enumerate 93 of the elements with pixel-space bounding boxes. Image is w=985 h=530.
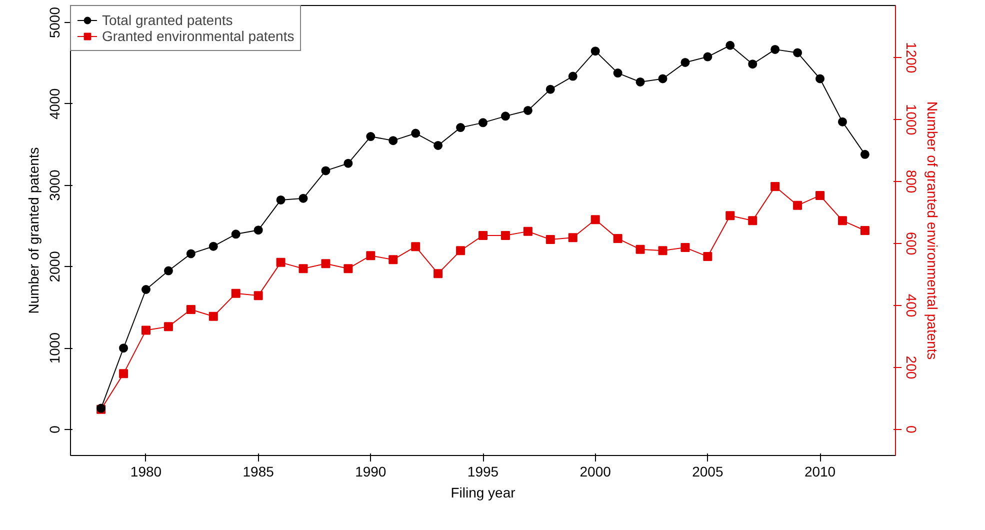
point — [703, 52, 712, 62]
point — [793, 48, 802, 58]
point — [164, 322, 173, 332]
point — [478, 230, 488, 240]
point — [590, 215, 600, 224]
point — [726, 40, 735, 50]
point — [298, 264, 308, 274]
point — [568, 72, 578, 81]
legend-label: Total granted patents — [102, 12, 233, 28]
point — [434, 140, 443, 150]
y2-tick-label: 1200 — [904, 42, 920, 74]
point — [366, 132, 376, 142]
point — [141, 285, 150, 294]
legend-label: Granted environmental patents — [102, 28, 294, 44]
point — [208, 312, 218, 321]
point — [388, 136, 398, 146]
y-tick-label: 1000 — [46, 332, 62, 364]
x-tick-label: 1990 — [355, 464, 386, 480]
x-tick-label: 2005 — [692, 464, 724, 480]
point — [500, 230, 510, 240]
x-tick-label: 2010 — [804, 464, 836, 480]
point — [254, 291, 263, 300]
y2-tick-label: 0 — [904, 426, 920, 434]
x-axis-title: Filing year — [450, 484, 516, 500]
point — [568, 233, 578, 242]
point — [500, 112, 510, 121]
point — [141, 326, 150, 335]
point — [478, 118, 488, 128]
y2-axis-title: Number of granted environmental patents — [924, 101, 940, 360]
point — [860, 150, 870, 159]
point — [411, 128, 420, 138]
point — [119, 369, 128, 378]
point — [434, 269, 443, 278]
point — [816, 74, 825, 84]
point — [321, 259, 330, 268]
y-tick-label: 0 — [46, 425, 62, 434]
y-tick-label: 4000 — [46, 88, 62, 120]
point — [231, 288, 240, 298]
point — [636, 78, 645, 86]
point — [726, 211, 735, 220]
point — [276, 258, 286, 267]
point — [613, 68, 622, 78]
point — [388, 255, 398, 264]
x-tick-label: 1980 — [130, 464, 162, 480]
y2-tick-label: 200 — [904, 356, 920, 380]
point — [838, 117, 847, 126]
y2-tick-label: 1000 — [904, 104, 920, 136]
point — [456, 246, 466, 256]
point — [770, 44, 780, 54]
point — [276, 195, 286, 204]
y2-tick-label: 800 — [904, 170, 920, 194]
point — [164, 266, 173, 276]
point — [208, 242, 218, 251]
point — [456, 123, 466, 132]
point — [523, 106, 532, 115]
point — [321, 166, 330, 176]
point — [748, 60, 758, 69]
point — [411, 242, 420, 252]
point — [680, 58, 690, 67]
x-tick-label: 1985 — [242, 464, 274, 480]
point — [523, 226, 532, 236]
y2-tick-label: 400 — [904, 294, 920, 318]
point — [860, 226, 870, 235]
point — [703, 252, 712, 262]
point — [186, 305, 196, 314]
point — [366, 251, 376, 260]
point — [838, 216, 847, 226]
point — [344, 264, 353, 274]
point — [748, 216, 758, 226]
point — [680, 243, 690, 252]
point — [793, 200, 802, 210]
point — [546, 84, 555, 94]
y2-tick-label: 600 — [904, 232, 920, 256]
point — [590, 46, 600, 56]
point — [231, 230, 240, 239]
point — [254, 226, 263, 235]
point — [613, 234, 622, 244]
point — [186, 249, 196, 258]
y-tick-label: 2000 — [46, 250, 62, 282]
x-tick-label: 1995 — [467, 464, 499, 480]
point — [658, 74, 668, 84]
x-tick-label: 2000 — [580, 464, 612, 480]
y-tick-label: 3000 — [46, 170, 62, 201]
point — [658, 246, 668, 256]
point — [546, 234, 555, 244]
point — [298, 194, 308, 203]
point — [119, 344, 128, 353]
point — [344, 158, 353, 168]
y-tick-label: 5000 — [46, 6, 62, 38]
point — [636, 244, 645, 254]
y-axis-title: Number of granted patents — [26, 147, 42, 314]
point — [816, 190, 825, 200]
point — [770, 182, 780, 191]
